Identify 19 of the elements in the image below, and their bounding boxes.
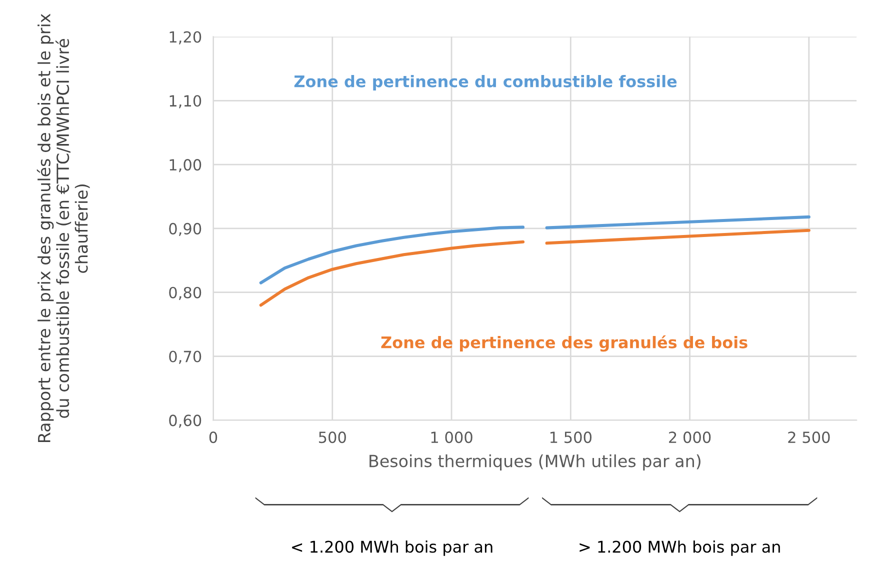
x-tick-label: 2 500 bbox=[788, 432, 830, 444]
x-tick-label: 500 bbox=[318, 432, 346, 444]
annotation: Zone de pertinence des granulés de bois bbox=[381, 335, 748, 352]
y-tick-label: 1,20 bbox=[170, 31, 202, 44]
x-tick-label: 1 000 bbox=[431, 432, 472, 444]
y-axis-title: Rapport entre le prix des granulés de bois et le prix du combustible fossile (en €TTC/MWhPCI livré chaufferie) bbox=[36, 14, 90, 442]
x-tick-label: 1 500 bbox=[550, 432, 592, 444]
text: > 1.200 MWh bois par an bbox=[580, 540, 780, 556]
y-tick-label: 1,00 bbox=[170, 159, 202, 172]
text: < 1.200 MWh bois par an bbox=[292, 540, 492, 556]
x-tick-label: 0 bbox=[209, 432, 218, 444]
y-tick-label: 0,70 bbox=[169, 350, 202, 364]
x-axis-title: Besoins thermiques (MWh utiles par an) bbox=[370, 454, 700, 471]
y-tick-label: 1,10 bbox=[170, 95, 202, 108]
y-tick-label: 0,60 bbox=[169, 414, 202, 428]
annotation: Zone de pertinence du combustible fossile bbox=[294, 75, 677, 90]
x-tick-label: 2 000 bbox=[669, 432, 711, 444]
y-tick-label: 0,80 bbox=[169, 286, 202, 300]
y-tick-label: 0,90 bbox=[169, 222, 202, 236]
